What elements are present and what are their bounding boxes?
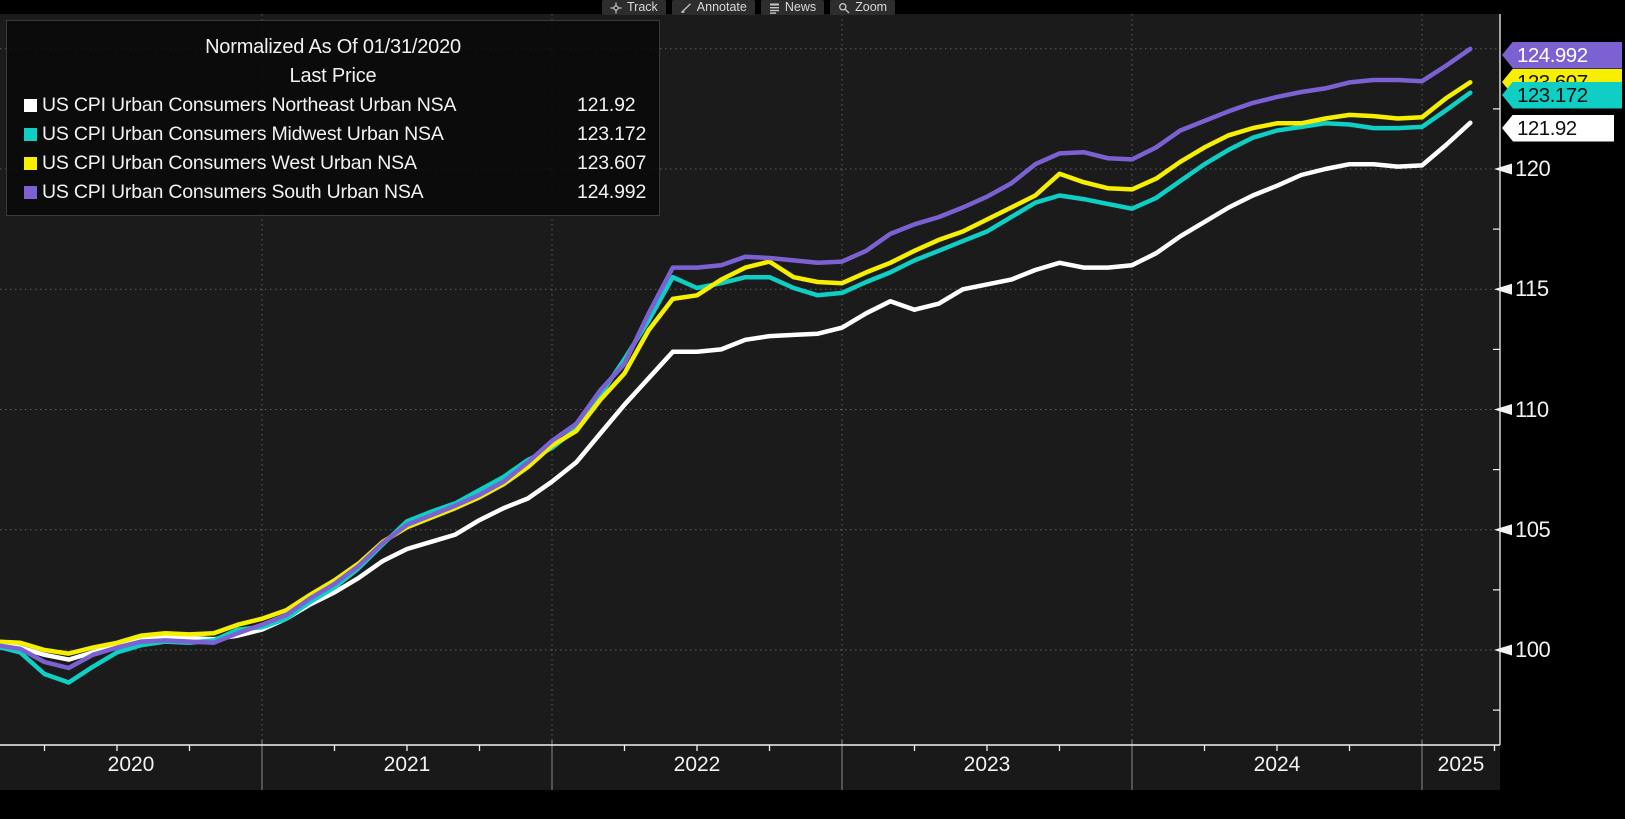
last-price-tag: 123.172 — [1502, 81, 1622, 109]
year-label-2021: 2021 — [383, 753, 431, 776]
year-label-2025: 2025 — [1437, 753, 1485, 776]
series-name: US CPI Urban Consumers South Urban NSA — [42, 181, 424, 203]
series-name: US CPI Urban Consumers Midwest Urban NSA — [42, 123, 444, 145]
year-label-2023: 2023 — [963, 753, 1011, 776]
zoom-magnifier-icon — [838, 2, 850, 14]
y-axis-label: 115 — [1515, 276, 1549, 302]
series-color-swatch — [24, 186, 37, 199]
legend-subtitle: Last Price — [289, 65, 377, 87]
y-major-tick-arrow — [1494, 644, 1512, 656]
news-button[interactable]: News — [760, 0, 825, 15]
y-major-tick-arrow — [1494, 163, 1512, 175]
legend-series-row[interactable]: US CPI Urban Consumers Midwest Urban NSA… — [7, 120, 659, 149]
y-axis-label: 110 — [1515, 396, 1549, 422]
track-button[interactable]: Track — [602, 0, 666, 15]
series-last-price: 123.607 — [577, 152, 647, 174]
zoom-button[interactable]: Zoom — [830, 0, 896, 15]
series-name: US CPI Urban Consumers Northeast Urban N… — [42, 94, 457, 116]
annotate-button[interactable]: Annotate — [671, 0, 755, 15]
toolbar-button-label: Track — [627, 0, 658, 14]
y-axis-label: 120 — [1515, 156, 1551, 181]
year-label-2024: 2024 — [1253, 753, 1301, 776]
toolbar-button-label: News — [784, 0, 817, 14]
legend-rows: US CPI Urban Consumers Northeast Urban N… — [7, 91, 659, 207]
series-name: US CPI Urban Consumers West Urban NSA — [42, 152, 417, 174]
y-major-tick-arrow — [1494, 524, 1512, 536]
x-axis-strip — [0, 745, 1500, 790]
legend-series-row[interactable]: US CPI Urban Consumers South Urban NSA 12… — [7, 178, 659, 207]
annotate-pencil-icon — [680, 2, 692, 14]
toolbar-button-label: Zoom — [855, 0, 888, 14]
series-group — [0, 46, 1473, 685]
series-line-south — [0, 46, 1473, 671]
series-color-swatch — [24, 99, 37, 112]
series-last-price: 124.992 — [577, 181, 647, 203]
legend-series-row[interactable]: US CPI Urban Consumers Northeast Urban N… — [7, 91, 659, 120]
year-label-2022: 2022 — [673, 753, 721, 776]
y-major-tick-arrow — [1494, 404, 1512, 415]
y-axis-label: 100 — [1515, 637, 1551, 662]
year-label-2020: 2020 — [107, 753, 155, 776]
chart-toolbar: Track Annotate News Zoom — [602, 0, 896, 15]
legend-title: Normalized As Of 01/31/2020 — [205, 36, 461, 58]
last-price-tag: 121.92 — [1502, 114, 1614, 142]
series-color-swatch — [24, 128, 37, 141]
y-major-tick-arrow — [1494, 283, 1512, 295]
chart-legend: Normalized As Of 01/31/2020 Last Price U… — [6, 20, 660, 216]
series-last-price: 123.172 — [577, 123, 647, 145]
series-color-swatch — [24, 157, 37, 170]
track-crosshair-icon — [610, 2, 622, 14]
series-line-west — [0, 80, 1473, 656]
y-axis-label: 105 — [1515, 516, 1551, 542]
last-price-tag: 124.992 — [1502, 41, 1622, 69]
toolbar-button-label: Annotate — [696, 0, 747, 14]
series-line-midwest — [0, 90, 1473, 685]
series-last-price: 121.92 — [577, 94, 636, 116]
news-lines-icon — [769, 2, 780, 14]
legend-series-row[interactable]: US CPI Urban Consumers West Urban NSA 123… — [7, 149, 659, 178]
